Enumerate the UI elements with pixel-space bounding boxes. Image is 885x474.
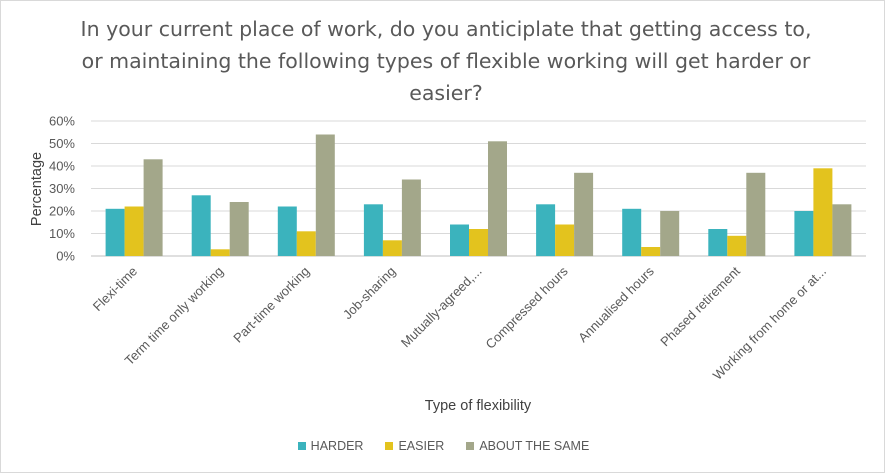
bar-easier	[296, 231, 316, 257]
legend-label: EASIER	[398, 439, 445, 453]
y-tick-label: 50%	[49, 136, 75, 151]
legend-swatch	[466, 442, 475, 450]
x-tick-label: Mutually-agreed,...	[398, 264, 485, 351]
chart-title-line-3: easier?	[409, 81, 483, 105]
bar-about-the-same	[574, 172, 594, 257]
bar-harder	[363, 204, 383, 257]
bar-easier	[382, 240, 402, 257]
bars	[105, 134, 852, 257]
legend-label: ABOUT THE SAME	[479, 439, 590, 453]
chart-title-line-1: In your current place of work, do you an…	[80, 17, 812, 41]
chart-title: In your current place of work, do you an…	[61, 13, 831, 109]
bar-about-the-same	[315, 134, 335, 256]
bar-harder	[622, 208, 642, 257]
x-tick-label: Phased retirement	[657, 263, 743, 349]
legend-item: EASIER	[385, 439, 444, 453]
legend-swatch	[385, 442, 394, 450]
bar-easier	[555, 224, 575, 256]
bar-about-the-same	[229, 202, 249, 256]
x-tick-label: Flexi-time	[90, 264, 140, 314]
bar-about-the-same	[660, 211, 680, 256]
bar-harder	[708, 229, 728, 256]
x-tick-label: Annualised hours	[575, 263, 657, 345]
bar-harder	[794, 211, 814, 256]
bar-about-the-same	[401, 179, 421, 256]
bar-harder	[191, 195, 211, 257]
y-tick-label: 10%	[49, 226, 75, 241]
bar-about-the-same	[143, 159, 163, 257]
legend-label: HARDER	[310, 439, 364, 453]
x-tick-label: Compressed hours	[482, 263, 571, 352]
y-axis-title: Percentage	[29, 152, 45, 226]
y-tick-label: 20%	[49, 204, 75, 219]
legend: HARDER EASIER ABOUT THE SAME	[1, 439, 885, 453]
y-tick-label: 40%	[49, 159, 75, 174]
bar-easier	[813, 168, 833, 257]
bar-about-the-same	[832, 204, 852, 257]
bar-easier	[124, 206, 144, 256]
bar-harder	[450, 224, 469, 256]
x-tick-label: Part-time working	[230, 264, 312, 346]
y-tick-label: 60%	[49, 114, 75, 129]
bar-harder	[536, 204, 556, 257]
y-tick-label: 0%	[56, 249, 75, 264]
x-axis-title: Type of flexibility	[425, 398, 532, 414]
legend-item: ABOUT THE SAME	[466, 439, 589, 453]
bar-harder	[105, 208, 125, 257]
bar-easier	[210, 249, 230, 257]
bar-easier	[469, 229, 488, 256]
x-tick-label: Job-sharing	[340, 264, 399, 323]
y-axis-ticks: 0% 10% 20% 30% 40% 50% 60%	[49, 114, 75, 264]
bar-about-the-same	[488, 141, 507, 257]
bar-harder	[277, 206, 297, 256]
legend-swatch	[297, 442, 306, 450]
bar-easier	[727, 235, 747, 257]
x-tick-label: Term time only working	[122, 264, 227, 369]
bar-easier	[641, 247, 661, 256]
legend-item: HARDER	[297, 439, 364, 453]
y-tick-label: 30%	[49, 181, 75, 196]
bar-about-the-same	[746, 172, 766, 257]
chart-title-line-2: or maintaining the following types of fl…	[81, 49, 811, 73]
